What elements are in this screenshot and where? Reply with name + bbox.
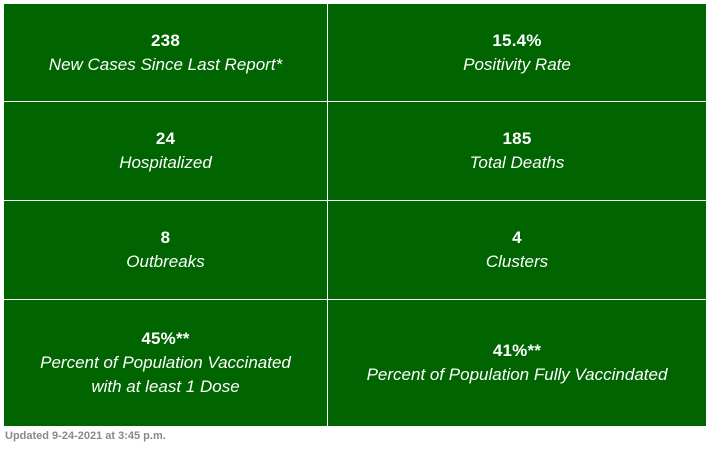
stat-cell-hospitalized: 24 Hospitalized bbox=[4, 102, 328, 201]
stat-value: 24 bbox=[155, 129, 176, 148]
stat-cell-outbreaks: 8 Outbreaks bbox=[4, 201, 328, 300]
stat-value: 45%** bbox=[141, 329, 190, 348]
stat-cell-clusters: 4 Clusters bbox=[328, 201, 706, 300]
stat-value: 41%** bbox=[492, 341, 542, 360]
covid-stats-table: 238 New Cases Since Last Report* 15.4% P… bbox=[4, 4, 706, 426]
stat-label: Clusters bbox=[485, 252, 549, 271]
stat-label: New Cases Since Last Report* bbox=[48, 54, 283, 74]
stat-cell-new-cases: 238 New Cases Since Last Report* bbox=[4, 4, 328, 102]
stat-cell-vaccinated-one-dose: 45%** Percent of Population Vaccinated w… bbox=[4, 300, 328, 426]
stat-cell-positivity-rate: 15.4% Positivity Rate bbox=[328, 4, 706, 102]
stat-label: Hospitalized bbox=[119, 153, 212, 172]
stat-cell-total-deaths: 185 Total Deaths bbox=[328, 102, 706, 201]
stat-value: 185 bbox=[502, 129, 532, 148]
stat-label: Outbreaks bbox=[126, 252, 205, 271]
stat-label: Positivity Rate bbox=[463, 54, 571, 74]
stat-value: 15.4% bbox=[492, 30, 542, 50]
stat-label-line-2: with at least 1 Dose bbox=[91, 377, 240, 396]
stat-label: Total Deaths bbox=[469, 153, 565, 172]
stat-label-line-1: Percent of Population Vaccinated bbox=[40, 353, 291, 372]
stat-cell-fully-vaccinated: 41%** Percent of Population Fully Vaccin… bbox=[328, 300, 706, 426]
stat-label: Percent of Population Fully Vaccindated bbox=[366, 365, 668, 384]
stat-value: 8 bbox=[160, 228, 171, 247]
stat-value: 238 bbox=[151, 30, 180, 50]
stat-value: 4 bbox=[512, 228, 522, 247]
last-updated-note: Updated 9-24-2021 at 3:45 p.m. bbox=[5, 430, 166, 442]
